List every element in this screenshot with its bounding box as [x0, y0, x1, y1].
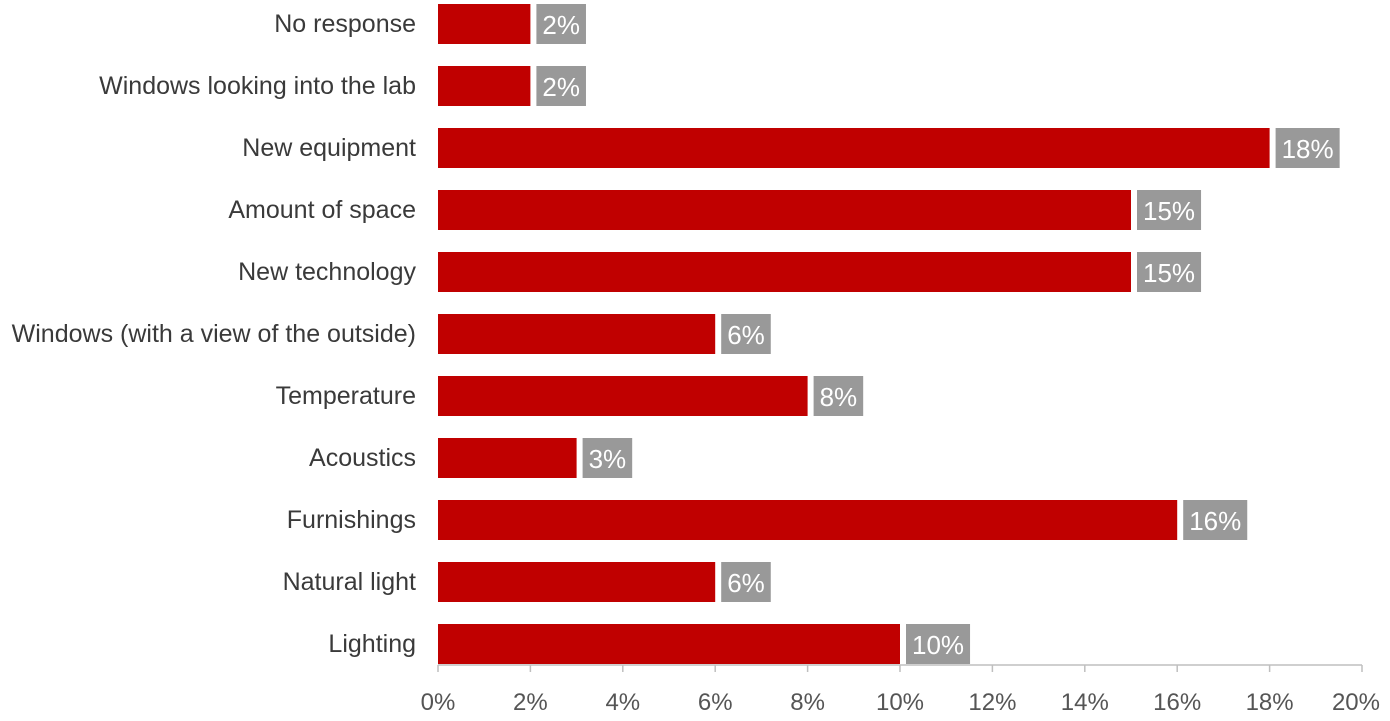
bar-amount-of-space	[438, 190, 1131, 230]
data-label-text: 2%	[542, 10, 580, 40]
data-label-box	[1183, 500, 1248, 540]
data-label-box	[582, 438, 633, 478]
data-label-text: 10%	[912, 630, 964, 660]
data-labels-group: 2% 2% 18% 15% 15% 6% 8% 3% 16% 6% 10%	[536, 4, 1340, 664]
bar-temperature	[438, 376, 808, 416]
category-label-acoustics: Acoustics	[309, 444, 416, 472]
x-tick-label: 8%	[790, 689, 825, 716]
bar-natural-light	[438, 562, 716, 602]
data-label-windows-looking-into-the-lab: 2%	[536, 66, 586, 106]
bar-lighting	[438, 624, 900, 664]
data-label-amount-of-space: 15%	[1137, 190, 1202, 230]
category-label-new-equipment: New equipment	[242, 134, 416, 162]
data-label-new-technology: 15%	[1137, 252, 1202, 292]
data-label-box	[906, 624, 971, 664]
data-label-acoustics: 3%	[582, 438, 633, 478]
data-label-text: 18%	[1282, 134, 1334, 164]
x-tick-label: 4%	[605, 689, 640, 716]
x-tick-label: 12%	[968, 689, 1016, 716]
x-tick-label: 14%	[1061, 689, 1109, 716]
bar-new-equipment	[438, 128, 1270, 168]
data-label-windows-with-a-view-of-the-outside: 6%	[721, 314, 771, 354]
data-label-new-equipment: 18%	[1275, 128, 1340, 168]
category-label-temperature: Temperature	[276, 382, 416, 410]
x-tick-label: 0%	[421, 689, 456, 716]
data-label-box	[721, 562, 771, 602]
bar-windows-looking-into-the-lab	[438, 66, 531, 106]
data-label-box	[1137, 190, 1202, 230]
data-label-text: 8%	[820, 382, 858, 412]
x-tick-label: 10%	[876, 689, 924, 716]
category-label-new-technology: New technology	[238, 258, 416, 286]
bars-group	[438, 4, 1270, 664]
data-label-text: 2%	[542, 72, 580, 102]
data-label-temperature: 8%	[813, 376, 864, 416]
category-label-no-response: No response	[274, 10, 416, 38]
data-label-text: 3%	[589, 444, 627, 474]
x-tick-label: 20%	[1332, 689, 1380, 716]
data-label-text: 16%	[1189, 506, 1241, 536]
data-label-box	[1275, 128, 1340, 168]
category-label-windows-looking-into-the-lab: Windows looking into the lab	[99, 72, 416, 100]
bar-acoustics	[438, 438, 577, 478]
x-tick-label: 16%	[1153, 689, 1201, 716]
bar-new-technology	[438, 252, 1131, 292]
x-axis-ticks-group: 0% 2% 4% 6% 8% 10% 12% 14% 16% 18% 20%	[421, 665, 1380, 716]
data-label-box	[721, 314, 771, 354]
x-tick-label: 2%	[513, 689, 548, 716]
bar-windows-with-a-view-of-the-outside	[438, 314, 716, 354]
category-label-amount-of-space: Amount of space	[228, 196, 416, 224]
data-label-box	[1137, 252, 1202, 292]
category-label-lighting: Lighting	[328, 630, 416, 658]
data-label-text: 6%	[727, 568, 765, 598]
data-label-box	[536, 4, 586, 44]
x-tick-label: 18%	[1246, 689, 1294, 716]
data-label-text: 15%	[1143, 258, 1195, 288]
category-label-windows-with-a-view-of-the-outside: Windows (with a view of the outside)	[12, 320, 416, 348]
category-label-furnishings: Furnishings	[287, 506, 416, 534]
bar-furnishings	[438, 500, 1178, 540]
data-label-box	[536, 66, 586, 106]
category-label-natural-light: Natural light	[283, 568, 416, 596]
category-labels-group: No response Windows looking into the lab N…	[12, 10, 417, 658]
data-label-natural-light: 6%	[721, 562, 771, 602]
data-label-text: 15%	[1143, 196, 1195, 226]
x-tick-label: 6%	[698, 689, 733, 716]
data-label-text: 6%	[727, 320, 765, 350]
data-label-lighting: 10%	[906, 624, 971, 664]
data-label-no-response: 2%	[536, 4, 586, 44]
bar-no-response	[438, 4, 531, 44]
data-label-furnishings: 16%	[1183, 500, 1248, 540]
data-label-box	[813, 376, 864, 416]
